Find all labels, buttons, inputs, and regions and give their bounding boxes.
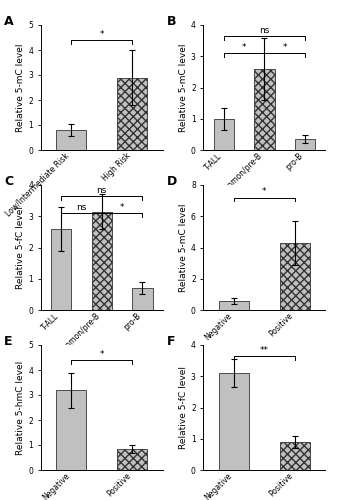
Bar <box>254 68 275 150</box>
Y-axis label: Relative 5-hmC level: Relative 5-hmC level <box>16 360 25 454</box>
Text: ns: ns <box>259 26 270 35</box>
Text: *: * <box>262 187 267 196</box>
Text: *: * <box>99 350 104 359</box>
Text: C: C <box>4 175 13 188</box>
Bar <box>280 243 310 310</box>
X-axis label: IKZF mutation: IKZF mutation <box>233 345 296 354</box>
Text: *: * <box>99 30 104 39</box>
Bar <box>295 139 315 150</box>
Y-axis label: Relative 5-fC level: Relative 5-fC level <box>16 206 25 289</box>
Bar <box>280 442 310 470</box>
Text: *: * <box>242 43 246 52</box>
Bar <box>117 449 147 470</box>
Text: *: * <box>120 203 124 212</box>
Text: A: A <box>4 15 14 28</box>
Bar <box>219 300 249 310</box>
Bar <box>51 229 71 310</box>
Text: *: * <box>282 43 287 52</box>
Y-axis label: Relative 5-mC level: Relative 5-mC level <box>16 44 25 132</box>
Bar <box>219 373 249 470</box>
Text: F: F <box>167 335 175 348</box>
Y-axis label: Relative 5-fC level: Relative 5-fC level <box>179 366 188 449</box>
Y-axis label: Relative 5-mC level: Relative 5-mC level <box>179 203 188 292</box>
Text: ns: ns <box>97 186 107 194</box>
Bar <box>92 212 112 310</box>
Bar <box>56 130 86 150</box>
Bar <box>117 78 147 150</box>
Bar <box>56 390 86 470</box>
Text: **: ** <box>260 346 269 354</box>
Text: E: E <box>4 335 13 348</box>
Y-axis label: Relative 5-mC level: Relative 5-mC level <box>179 44 188 132</box>
Text: D: D <box>167 175 177 188</box>
Bar <box>214 118 234 150</box>
Text: B: B <box>167 15 176 28</box>
Text: ns: ns <box>76 203 86 212</box>
Bar <box>132 288 153 310</box>
